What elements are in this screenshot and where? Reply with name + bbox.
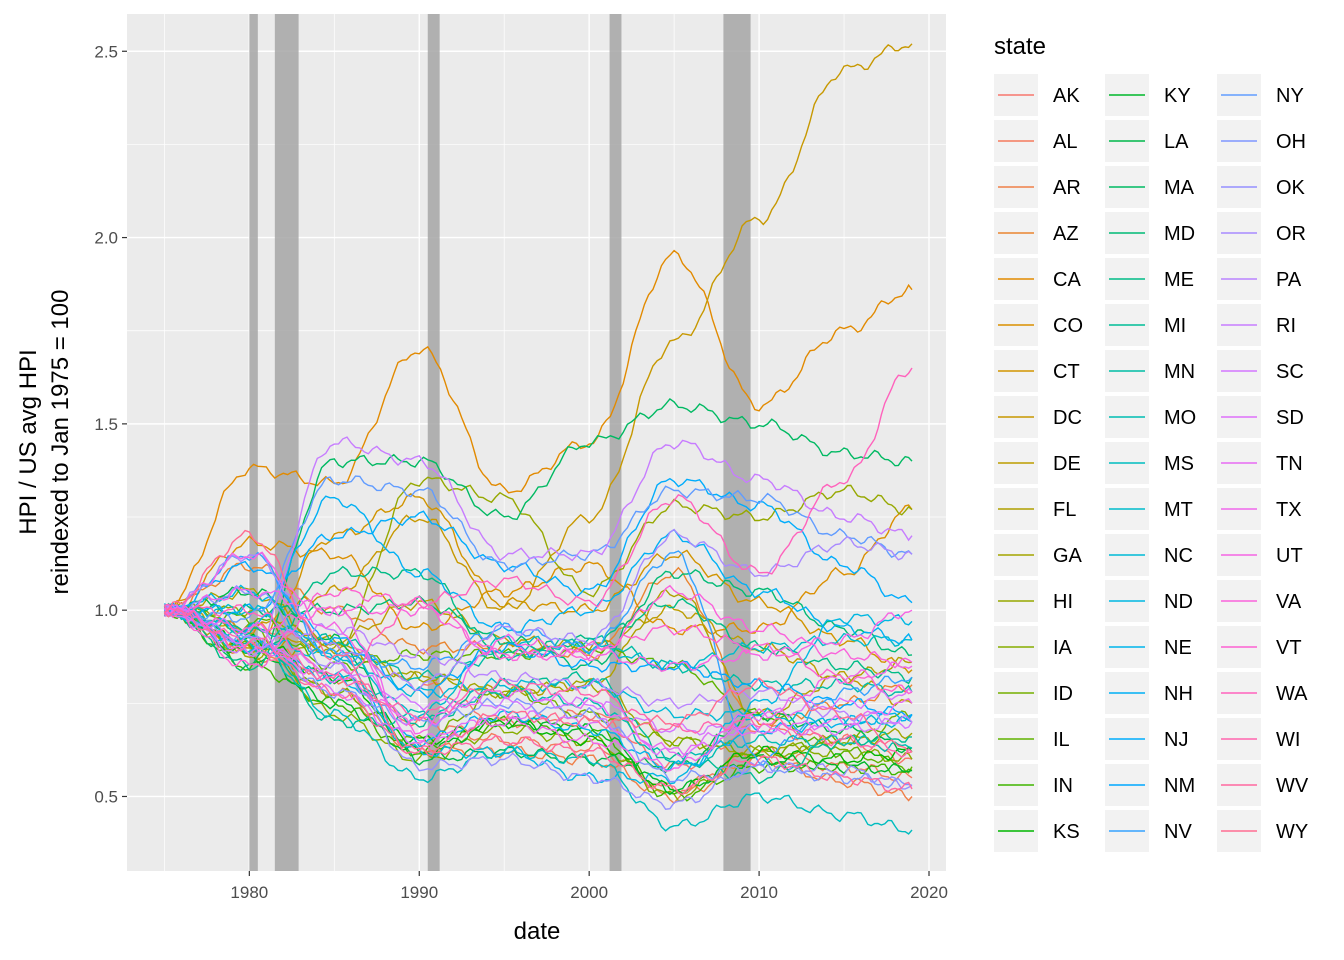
- legend-label: TN: [1276, 453, 1303, 475]
- series-line-va: [164, 584, 913, 669]
- x-tick-label: 2020: [910, 883, 948, 902]
- series-line-ri: [163, 436, 913, 658]
- legend-label: RI: [1276, 315, 1296, 337]
- legend-label: IA: [1053, 637, 1073, 659]
- series-line-tn: [164, 605, 913, 759]
- series-line-nh: [163, 495, 913, 645]
- series-line-ne: [163, 603, 913, 771]
- series-line-vt: [163, 586, 913, 695]
- legend-label: ID: [1053, 683, 1073, 705]
- x-tick-label: 2010: [740, 883, 778, 902]
- legend-label: GA: [1053, 545, 1083, 567]
- x-tick-label: 1990: [400, 883, 438, 902]
- legend-label: VT: [1276, 637, 1302, 659]
- legend-label: ND: [1164, 591, 1193, 613]
- legend-label: MT: [1164, 499, 1193, 521]
- legend-label: TX: [1276, 499, 1302, 521]
- series-line-md: [163, 568, 913, 671]
- series-line-nj: [164, 477, 913, 617]
- y-axis-ticks: 0.5 1.0 1.5 2.0 2.5: [94, 42, 127, 806]
- legend-label: UT: [1276, 545, 1303, 567]
- recession-band: [609, 14, 622, 871]
- legend-label: IN: [1053, 775, 1073, 797]
- legend-label: FL: [1053, 499, 1076, 521]
- legend-label: KY: [1164, 85, 1191, 107]
- legend-label: WV: [1276, 775, 1309, 797]
- series-line-ca: [163, 249, 913, 614]
- legend-label: IL: [1053, 729, 1070, 751]
- legend-label: WI: [1276, 729, 1300, 751]
- series-line-ut: [164, 551, 913, 735]
- legend-label: ME: [1164, 269, 1194, 291]
- legend-label: NC: [1164, 545, 1193, 567]
- legend-label: CO: [1053, 315, 1083, 337]
- series-line-oh: [164, 605, 913, 789]
- legend-label: PA: [1276, 269, 1302, 291]
- legend: AK AL AR AZ CA CO CT DC DE FL GA HI IA ID IL IN KS KY LA MA…: [994, 74, 1309, 852]
- legend-label: DC: [1053, 407, 1082, 429]
- y-tick-label: 2.0: [94, 229, 118, 248]
- series-line-ct: [164, 493, 913, 674]
- legend-label: MS: [1164, 453, 1194, 475]
- legend-label: OR: [1276, 223, 1306, 245]
- legend-label: CA: [1053, 269, 1081, 291]
- x-tick-label: 2000: [570, 883, 608, 902]
- series-line-az: [164, 562, 913, 727]
- legend-label: MA: [1164, 177, 1195, 199]
- series-line-wy: [163, 529, 913, 757]
- legend-label: AR: [1053, 177, 1081, 199]
- series-lines: [163, 43, 913, 835]
- legend-label: OH: [1276, 131, 1306, 153]
- legend-label: VA: [1276, 591, 1302, 613]
- recession-band: [274, 14, 299, 871]
- series-line-wi: [163, 605, 913, 758]
- recession-band: [427, 14, 440, 871]
- y-axis-title-line2: reindexed to Jan 1975 = 100: [47, 290, 74, 595]
- series-line-ks: [164, 605, 913, 795]
- legend-label: MD: [1164, 223, 1195, 245]
- recession-band: [249, 14, 258, 871]
- series-line-wv: [163, 607, 913, 796]
- x-axis-title: date: [514, 918, 561, 945]
- legend-label: CT: [1053, 361, 1080, 383]
- legend-label: AK: [1053, 85, 1080, 107]
- series-line-la: [163, 586, 913, 774]
- legend-title: state: [994, 33, 1046, 60]
- legend-label: HI: [1053, 591, 1073, 613]
- series-line-ms: [164, 606, 913, 835]
- legend-label: MO: [1164, 407, 1196, 429]
- y-axis-title-line1: HPI / US avg HPI: [15, 349, 42, 534]
- y-tick-label: 0.5: [94, 787, 118, 806]
- y-tick-label: 1.5: [94, 415, 118, 434]
- legend-label: NM: [1164, 775, 1195, 797]
- legend-label: LA: [1164, 131, 1189, 153]
- legend-label: AL: [1053, 131, 1077, 153]
- x-axis-ticks: 1980 1990 2000 2010 2020: [230, 871, 948, 902]
- y-tick-label: 2.5: [94, 42, 118, 61]
- x-tick-label: 1980: [230, 883, 268, 902]
- y-tick-label: 1.0: [94, 601, 118, 620]
- series-line-wa: [164, 367, 913, 681]
- legend-label: MI: [1164, 315, 1186, 337]
- legend-label: NV: [1164, 821, 1192, 843]
- legend-label: AZ: [1053, 223, 1079, 245]
- legend-label: NY: [1276, 85, 1304, 107]
- legend-label: WA: [1276, 683, 1308, 705]
- series-line-ny: [164, 475, 913, 623]
- series-line-nm: [163, 560, 913, 722]
- series-line-id: [163, 603, 913, 757]
- legend-label: DE: [1053, 453, 1081, 475]
- legend-label: SC: [1276, 361, 1304, 383]
- legend-label: WY: [1276, 821, 1308, 843]
- legend-label: MN: [1164, 361, 1195, 383]
- legend-label: NJ: [1164, 729, 1188, 751]
- legend-label: SD: [1276, 407, 1304, 429]
- legend-label: NH: [1164, 683, 1193, 705]
- legend-label: OK: [1276, 177, 1306, 199]
- legend-label: KS: [1053, 821, 1080, 843]
- legend-label: NE: [1164, 637, 1192, 659]
